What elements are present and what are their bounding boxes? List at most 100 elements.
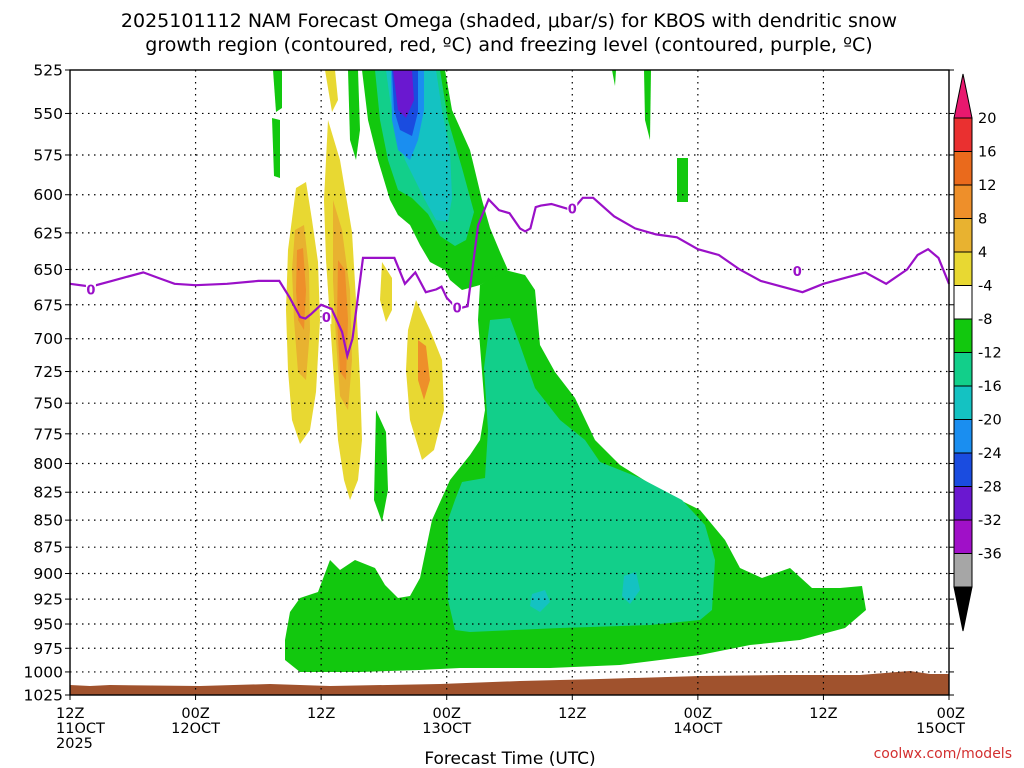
- x-tick-label: 13OCT: [422, 721, 471, 737]
- y-tick-label: 1025: [24, 687, 63, 705]
- omega-neg4-streak-6: [612, 70, 616, 86]
- grid-lines: [70, 70, 949, 695]
- colorbar-swatch: [953, 251, 973, 286]
- y-tick-label: 750: [33, 395, 63, 413]
- freezing-contour-label: 0: [568, 203, 577, 218]
- freezing-contour-label: 0: [86, 283, 95, 298]
- y-tick-label: 975: [33, 640, 63, 658]
- omega-neg4-streak-4: [644, 70, 651, 140]
- y-tick-label: 525: [33, 62, 63, 80]
- y-tick-label: 950: [33, 616, 63, 634]
- colorbar-swatch: [953, 184, 973, 219]
- y-tick-label: 825: [33, 484, 63, 502]
- omega-shading: [70, 70, 949, 695]
- colorbar-level-label: -32: [978, 513, 1002, 529]
- x-tick-label: 12Z: [558, 706, 586, 722]
- colorbar: 20 16 12 8 4 -4 -8 -12 -16 -20 -24 -28 -32 -36: [953, 73, 1002, 632]
- contour-label-bg: [567, 201, 578, 216]
- y-tick-label: 875: [33, 539, 63, 557]
- chart-title-line1: 2025101112 NAM Forecast Omega (shaded, μ…: [121, 10, 897, 32]
- x-axis-label: Forecast Time (UTC): [424, 749, 595, 768]
- omega-pos4-region-5: [325, 70, 338, 112]
- colorbar-swatch: [953, 318, 973, 353]
- colorbar-level-label: 16: [978, 145, 996, 161]
- colorbar-level-label: -4: [978, 279, 992, 295]
- y-tick-label: 625: [33, 224, 63, 242]
- y-tick-label: 775: [33, 425, 63, 443]
- chart-title-line2: growth region (contoured, red, ºC) and f…: [145, 34, 872, 56]
- x-tick-label: 00Z: [937, 706, 965, 722]
- omega-neg4-streak-7: [272, 118, 280, 178]
- x-tick-label: 12Z: [307, 706, 335, 722]
- x-tick-label: 12Z: [56, 706, 84, 722]
- colorbar-top-arrow: [953, 73, 973, 119]
- colorbar-level-label: -12: [978, 346, 1002, 362]
- y-tick-label: 700: [33, 330, 63, 348]
- y-tick-label: 575: [33, 146, 63, 164]
- omega-neg8-region: [448, 318, 715, 632]
- y-tick-label: 725: [33, 363, 63, 381]
- colorbar-swatch: [953, 419, 973, 454]
- freezing-contour-label: 0: [322, 311, 331, 326]
- freezing-level-line: 0 0 0 0 0: [69, 196, 951, 361]
- colorbar-level-label: 12: [978, 178, 996, 194]
- contour-label-bg: [85, 282, 96, 297]
- omega-neg4-streak-1: [273, 70, 282, 112]
- y-tick-label: 925: [33, 591, 63, 609]
- colorbar-level-label: -28: [978, 480, 1002, 496]
- colorbar-swatch: [953, 285, 973, 320]
- colorbar-swatch: [953, 452, 973, 487]
- credit-text: coolwx.com/models: [874, 746, 1012, 762]
- x-tick-label: 12Z: [809, 706, 837, 722]
- y-axis: 525 550 575 600 625 650 675 700 725 750 775 800 825 8…: [24, 62, 954, 705]
- omega-neg12-spot-1: [530, 590, 550, 612]
- freezing-contour-label: 0: [793, 265, 802, 280]
- omega-pos4-region-4: [380, 262, 392, 322]
- colorbar-swatch: [953, 218, 973, 253]
- colorbar-swatch: [953, 486, 973, 521]
- x-tick-label: 11OCT: [56, 721, 105, 737]
- y-tick-label: 850: [33, 512, 63, 530]
- colorbar-level-label: -36: [978, 547, 1002, 563]
- freezing-level-path: [69, 196, 951, 361]
- colorbar-swatch: [953, 151, 973, 186]
- colorbar-level-label: -16: [978, 379, 1002, 395]
- contour-label-bg: [792, 263, 803, 278]
- x-tick-label: 00Z: [684, 706, 712, 722]
- contour-label-bg: [452, 300, 463, 315]
- colorbar-level-label: 20: [978, 111, 996, 127]
- x-tick-label: 00Z: [181, 706, 209, 722]
- y-tick-label: 800: [33, 455, 63, 473]
- omega-neg28-region: [393, 70, 414, 118]
- colorbar-swatch: [953, 352, 973, 387]
- omega-neg12-spot-2: [622, 572, 640, 604]
- plot-frame: [69, 69, 950, 696]
- y-tick-label: 675: [33, 296, 63, 314]
- contour-label-bg: [321, 310, 332, 325]
- x-tick-label: 12OCT: [171, 721, 220, 737]
- colorbar-swatch: [953, 553, 973, 588]
- omega-neg4-streak-5: [677, 158, 688, 202]
- omega-neg4-streak-2: [348, 70, 360, 160]
- x-tick-label: 14OCT: [673, 721, 722, 737]
- omega-pos12-region-1: [296, 248, 306, 330]
- colorbar-level-label: -8: [978, 312, 992, 328]
- colorbar-level-label: 4: [978, 245, 987, 261]
- x-tick-label: 00Z: [433, 706, 461, 722]
- y-tick-label: 1000: [24, 663, 63, 681]
- colorbar-swatch: [953, 117, 973, 152]
- y-tick-label: 600: [33, 186, 63, 204]
- colorbar-level-label: -24: [978, 446, 1002, 462]
- colorbar-swatch: [953, 519, 973, 554]
- omega-pos12-region-3: [418, 340, 430, 400]
- x-tick-label: 15OCT: [916, 721, 965, 737]
- colorbar-level-label: 8: [978, 212, 987, 228]
- colorbar-level-label: -20: [978, 413, 1002, 429]
- y-tick-label: 550: [33, 105, 63, 123]
- surface-terrain: [70, 671, 949, 695]
- colorbar-bottom-arrow: [953, 586, 973, 632]
- y-tick-label: 650: [33, 261, 63, 279]
- freezing-contour-label: 0: [453, 302, 462, 317]
